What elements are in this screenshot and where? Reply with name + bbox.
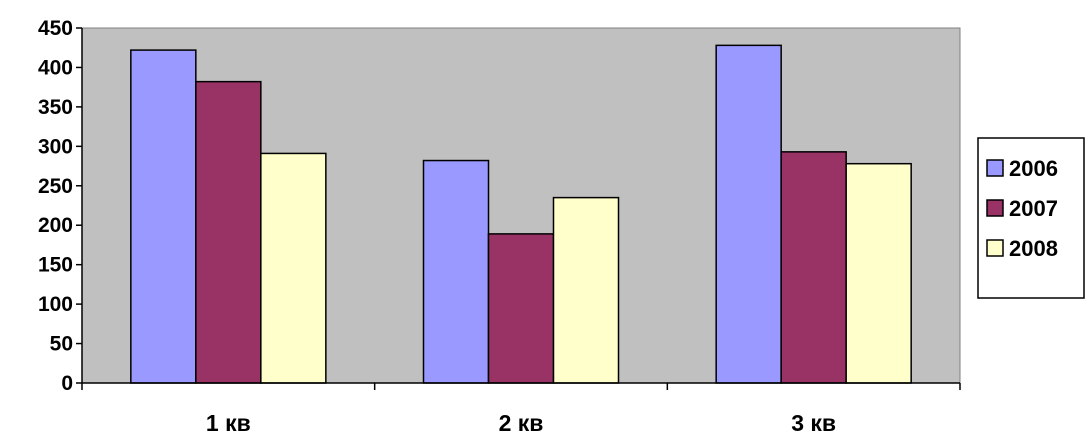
legend-label-2006: 2006 — [1009, 156, 1058, 181]
bar-2008-2 — [845, 162, 912, 384]
y-tick-label-250: 250 — [38, 175, 73, 198]
x-category-label-0: 1 кв — [206, 410, 251, 436]
y-tick-label-450: 450 — [38, 17, 73, 40]
x-category-label-1: 2 кв — [499, 410, 544, 436]
legend: 2006 2007 2008 — [977, 137, 1085, 299]
axes-group — [76, 27, 961, 390]
bar-2007-1 — [487, 233, 555, 384]
y-tick-label-0: 0 — [61, 372, 73, 395]
legend-swatch-2008 — [986, 239, 1004, 257]
legend-swatch-2006 — [986, 159, 1004, 177]
bar-2008-0 — [260, 152, 327, 384]
x-category-label-2: 3 кв — [791, 410, 836, 436]
bars-group — [130, 44, 912, 384]
bar-2008-1 — [552, 196, 620, 384]
y-tick-label-200: 200 — [38, 214, 73, 237]
y-tick-label-400: 400 — [38, 56, 73, 79]
y-tick-label-100: 100 — [38, 293, 73, 316]
y-tick-label-300: 300 — [38, 135, 73, 158]
labels-group: 0 50 100 150 200 250 300 350 400 450 1 кв 2 кв 3 кв — [38, 17, 836, 436]
bar-2006-1 — [422, 159, 490, 384]
bar-2007-0 — [195, 80, 262, 384]
legend-label-2007: 2007 — [1009, 196, 1058, 221]
legend-swatch-2007 — [986, 199, 1004, 217]
y-tick-label-350: 350 — [38, 96, 73, 119]
bar-2006-2 — [715, 44, 782, 384]
bar-2006-0 — [130, 49, 197, 384]
y-tick-label-50: 50 — [50, 333, 73, 356]
y-tick-label-150: 150 — [38, 254, 73, 277]
bar-2007-2 — [780, 151, 847, 384]
legend-label-2008: 2008 — [1009, 236, 1058, 261]
